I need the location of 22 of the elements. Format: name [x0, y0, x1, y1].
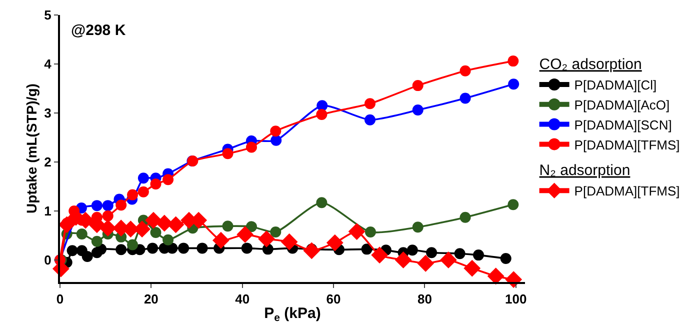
- y-tick-label: 5: [44, 8, 52, 23]
- text: N₂ adsorption: [539, 162, 630, 180]
- x-tick-label: 40: [235, 292, 250, 307]
- x-axis-title: P$_{e}$ (kPa): [264, 305, 321, 324]
- legend-label: P[DADMA][Cl]: [574, 78, 657, 93]
- x-tick-label: 20: [144, 292, 158, 307]
- x-tick-label: 0: [56, 292, 64, 307]
- legend-label: P[DADMA][TFMS]: [574, 137, 680, 152]
- x-tick-label: 80: [417, 292, 432, 307]
- y-tick-label: 1: [44, 204, 52, 219]
- y-tick-label: 3: [44, 106, 52, 121]
- y-axis-title: Uptake (mL(STP)/g): [23, 84, 40, 214]
- x-tick-label: 60: [326, 292, 341, 307]
- y-tick-label: 2: [44, 154, 52, 170]
- annotation: @298 K: [71, 22, 126, 39]
- x-tick-label: 100: [505, 292, 527, 307]
- legend-label: P[DADMA][AcO]: [574, 97, 670, 112]
- text: CO₂ adsorption: [539, 56, 642, 74]
- y-tick-label: 0: [44, 252, 52, 268]
- y-tick-label: 4: [44, 56, 52, 72]
- legend-label: P[DADMA][SCN]: [574, 117, 672, 132]
- legend-label: P[DADMA][TFMS]: [574, 184, 680, 199]
